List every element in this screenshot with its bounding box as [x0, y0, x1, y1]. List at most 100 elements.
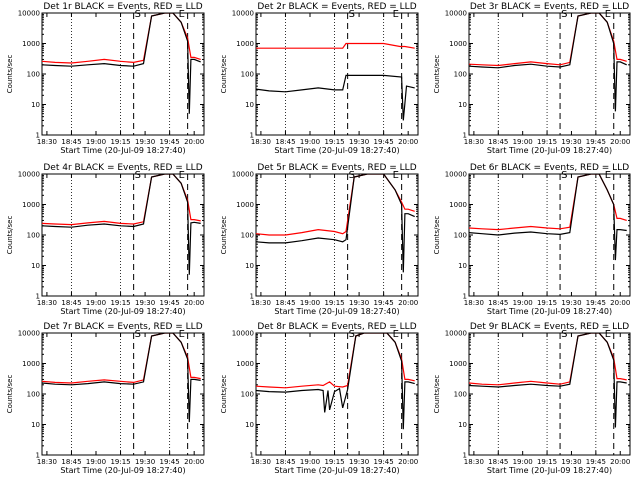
- y-tick-label: 10: [31, 101, 40, 109]
- events-series-line: [469, 333, 627, 428]
- y-tick-label: 1000: [22, 201, 40, 209]
- x-tick-label: 19:30: [561, 299, 581, 307]
- events-series-line: [42, 333, 201, 423]
- x-tick-label: 19:45: [160, 299, 180, 307]
- x-tick-label: 19:30: [135, 458, 155, 466]
- y-tick-label: 1: [36, 132, 40, 140]
- x-axis-label: Start Time (20-Jul-09 18:27:40): [60, 466, 185, 475]
- start-marker-label: S: [561, 9, 567, 20]
- chart-panel-4: Det 4r BLACK = Events, RED = LLD 1 10 100 10…: [6, 163, 205, 316]
- lld-series-line: [42, 13, 201, 64]
- lld-series-line: [42, 333, 201, 384]
- x-tick-label: 19:00: [513, 458, 533, 466]
- end-marker-label: E: [605, 329, 611, 340]
- x-tick-label: 19:15: [324, 299, 344, 307]
- x-axis-label: Start Time (20-Jul-09 18:27:40): [274, 146, 399, 155]
- y-tick-label: 100: [27, 71, 40, 79]
- x-tick-label: 18:45: [61, 138, 81, 146]
- x-tick-label: 18:30: [37, 458, 57, 466]
- x-tick-label: 18:45: [275, 138, 295, 146]
- end-marker-label: E: [179, 170, 185, 181]
- events-series-line: [469, 174, 627, 261]
- x-tick-label: 19:00: [513, 138, 533, 146]
- x-tick-label: 19:00: [300, 138, 320, 146]
- x-axis-label: Start Time (20-Jul-09 18:27:40): [60, 307, 185, 316]
- end-marker-label: E: [605, 9, 611, 20]
- lld-series-line: [469, 13, 627, 67]
- y-tick-label: 1: [250, 452, 254, 460]
- x-tick-label: 18:45: [275, 299, 295, 307]
- x-tick-label: 19:45: [586, 458, 606, 466]
- x-tick-label: 19:00: [86, 299, 106, 307]
- panel-title: Det 3r BLACK = Events, RED = LLD: [470, 2, 629, 12]
- y-axis-label: Counts/sec: [433, 55, 441, 94]
- y-axis-label: Counts/sec: [6, 216, 14, 255]
- x-tick-label: 20:00: [184, 138, 204, 146]
- x-tick-label: 19:30: [561, 138, 581, 146]
- x-axis-label: Start Time (20-Jul-09 18:27:40): [274, 466, 399, 475]
- x-tick-label: 19:00: [86, 138, 106, 146]
- plot-frame: [255, 12, 419, 136]
- plot-frame: [468, 332, 631, 456]
- x-tick-label: 19:15: [324, 138, 344, 146]
- x-axis-label: Start Time (20-Jul-09 18:27:40): [274, 307, 399, 316]
- y-tick-label: 10: [245, 421, 254, 429]
- x-tick-label: 19:00: [513, 299, 533, 307]
- end-marker-label: E: [179, 9, 185, 20]
- x-tick-label: 19:15: [324, 458, 344, 466]
- x-tick-label: 19:45: [374, 138, 394, 146]
- events-series-line: [469, 13, 627, 112]
- y-tick-label: 10000: [445, 10, 467, 18]
- events-series-line: [42, 174, 201, 275]
- plot-frame: [41, 12, 205, 136]
- x-tick-label: 19:45: [374, 299, 394, 307]
- plot-frame: [255, 332, 419, 456]
- y-tick-label: 1: [250, 132, 254, 140]
- y-tick-label: 10000: [18, 10, 40, 18]
- x-tick-label: 20:00: [398, 458, 418, 466]
- y-tick-label: 10000: [232, 171, 254, 179]
- y-axis-label: Counts/sec: [433, 375, 441, 414]
- x-tick-label: 18:30: [37, 299, 57, 307]
- panel-title: Det 1r BLACK = Events, RED = LLD: [43, 2, 202, 12]
- end-marker-label: E: [179, 329, 185, 340]
- events-series-line: [256, 333, 415, 430]
- end-marker-label: E: [393, 9, 399, 20]
- y-tick-label: 1000: [22, 40, 40, 48]
- end-marker-label: E: [393, 329, 399, 340]
- lld-series-line: [256, 333, 415, 389]
- y-axis-label: Counts/sec: [6, 375, 14, 414]
- x-tick-label: 19:45: [374, 458, 394, 466]
- x-axis-label: Start Time (20-Jul-09 18:27:40): [487, 466, 612, 475]
- y-axis-label: Counts/sec: [6, 55, 14, 94]
- y-tick-label: 1: [250, 293, 254, 301]
- end-marker-label: E: [605, 170, 611, 181]
- chart-panel-2: Det 2r BLACK = Events, RED = LLD 1 10 100 10…: [220, 2, 419, 155]
- y-tick-label: 10: [458, 262, 467, 270]
- y-axis-label: Counts/sec: [220, 375, 228, 414]
- y-tick-label: 10: [458, 421, 467, 429]
- lld-series-line: [42, 174, 201, 226]
- y-tick-label: 100: [454, 71, 467, 79]
- x-tick-label: 18:45: [275, 458, 295, 466]
- x-tick-label: 19:45: [586, 138, 606, 146]
- x-tick-label: 19:15: [110, 299, 130, 307]
- y-tick-label: 10000: [445, 330, 467, 338]
- y-tick-label: 1: [463, 132, 467, 140]
- x-tick-label: 20:00: [610, 458, 630, 466]
- chart-panel-9: Det 9r BLACK = Events, RED = LLD 1 10 100 10…: [433, 322, 631, 475]
- plot-frame: [468, 12, 631, 136]
- panel-title: Det 7r BLACK = Events, RED = LLD: [43, 322, 202, 332]
- x-tick-label: 19:00: [86, 458, 106, 466]
- panel-title: Det 2r BLACK = Events, RED = LLD: [257, 2, 416, 12]
- x-tick-label: 20:00: [610, 138, 630, 146]
- x-tick-label: 19:15: [110, 138, 130, 146]
- y-tick-label: 1000: [236, 40, 254, 48]
- x-tick-label: 19:30: [135, 299, 155, 307]
- start-marker-label: S: [561, 170, 567, 181]
- events-series-line: [256, 174, 415, 273]
- events-series-line: [256, 74, 415, 121]
- x-tick-label: 19:30: [135, 138, 155, 146]
- y-tick-label: 1: [463, 293, 467, 301]
- start-marker-label: S: [135, 9, 141, 20]
